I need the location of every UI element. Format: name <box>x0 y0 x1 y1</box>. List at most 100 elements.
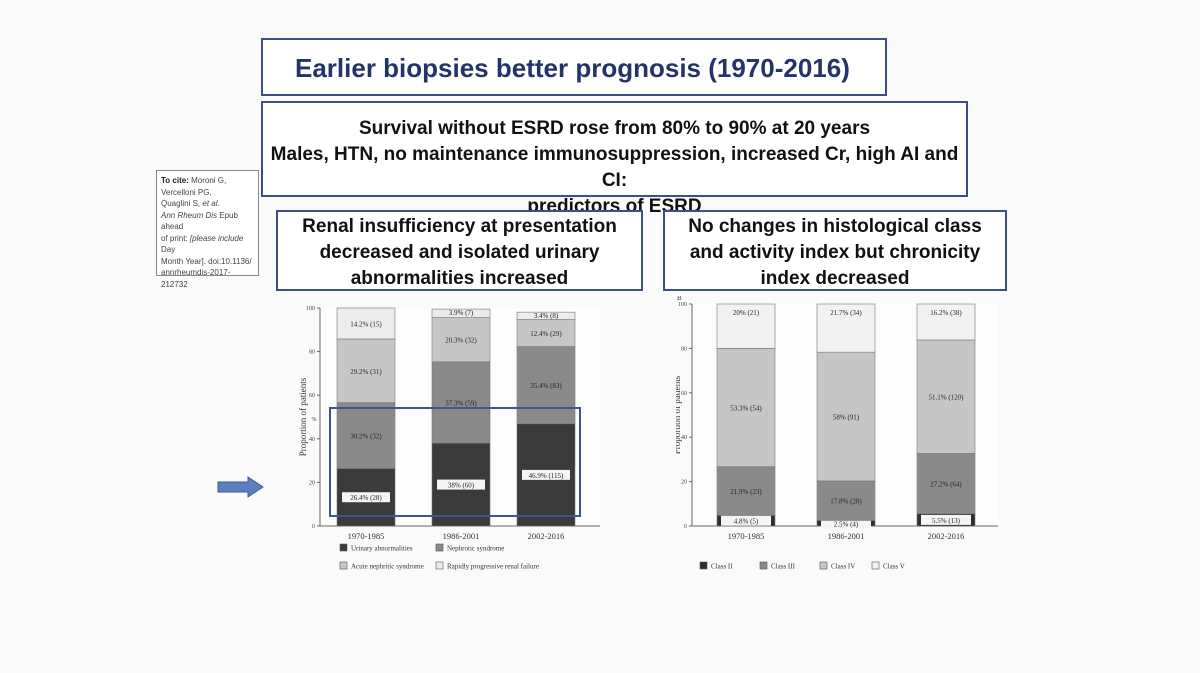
citation-label: To cite: <box>161 176 189 185</box>
renal-header-box: Renal insufficiency at presentation decr… <box>276 210 643 291</box>
y-tick-label: 40 <box>681 435 687 441</box>
citation-text-4: Day <box>161 245 176 254</box>
data-label: 21.9% (23) <box>730 488 762 496</box>
data-label: 37.3% (59) <box>445 400 477 408</box>
data-label: 35.4% (83) <box>530 382 562 390</box>
citation-authors-1: Moroni G, <box>191 176 227 185</box>
legend-swatch <box>819 561 828 570</box>
data-label: 46.9% (115) <box>529 472 564 480</box>
legend-label: Rapidly progressive renal failure <box>447 563 539 571</box>
highlight-frame <box>329 407 581 517</box>
legend-label: Urinary abnormalities <box>351 545 413 553</box>
data-label: 27.2% (64) <box>930 481 962 489</box>
data-label: 17.8% (28) <box>830 498 862 506</box>
data-label: 30.2% (32) <box>350 433 382 441</box>
bar-segment <box>916 339 976 454</box>
data-label-bg <box>921 514 971 525</box>
x-tick-label: 1986-2001 <box>443 531 480 541</box>
bar-segment <box>716 466 776 516</box>
y-tick-label: 60 <box>681 391 687 397</box>
citation-box: To cite: Moroni G, Vercelloni PG, Quagli… <box>156 170 259 289</box>
bar-segment <box>516 346 576 425</box>
x-tick-label: 2002-2016 <box>528 531 565 541</box>
bar-segment <box>816 303 876 353</box>
data-label: 58% (91) <box>833 414 860 422</box>
legend-label: Acute nephritic syndrome <box>351 563 424 571</box>
citation-text-1: Epub ahead <box>161 210 238 232</box>
citation-text-3: [please include <box>189 233 244 243</box>
citation-journal: Ann Rheum Dis <box>161 210 218 220</box>
data-label-bg <box>821 518 871 529</box>
slide-title: Earlier biopsies better prognosis (1970-… <box>295 53 850 83</box>
bar-segment <box>431 317 491 363</box>
legend-swatch <box>435 561 444 570</box>
histology-chart: 0 20 40 60 80 100 Proportion of patients B 4.8% … <box>676 296 998 571</box>
bar-segment <box>431 308 491 318</box>
legend-swatch <box>435 543 444 552</box>
y-tick-label: 40 <box>309 437 315 443</box>
bar-segment <box>516 311 576 320</box>
data-label: 20.3% (32) <box>445 337 477 345</box>
citation-text-5: Month Year]. doi:10.1136/ <box>161 256 252 266</box>
legend-label: Class III <box>771 563 796 571</box>
y-tick-label: 100 <box>678 302 687 308</box>
histology-header-line-1: No changes in histological class <box>688 216 982 237</box>
y-axis-label: Proportion of patients <box>298 377 308 456</box>
data-label-bg <box>342 492 390 503</box>
bar-segment <box>336 307 396 340</box>
data-label: 3.9% (7) <box>449 309 474 317</box>
title-box: Earlier biopsies better prognosis (1970-… <box>261 38 887 96</box>
legend-label: Nephrotic syndrome <box>447 545 504 553</box>
histology-header-line-2: and activity index but chronicity <box>689 242 981 263</box>
data-label: 26.4% (28) <box>350 494 382 502</box>
data-label-bg <box>437 479 485 490</box>
y-tick-label: 20 <box>681 480 687 486</box>
x-tick-label: 1986-2001 <box>828 531 865 541</box>
y-tick-label: 100 <box>306 306 315 312</box>
y-tick-label: 20 <box>309 480 315 486</box>
y-tick-label: 80 <box>309 350 315 356</box>
data-label: 20% (21) <box>733 309 760 317</box>
x-tick-label: 2002-2016 <box>928 531 965 541</box>
summary-line-2: Males, HTN, no maintenance immunosuppres… <box>270 144 959 191</box>
legend-label: Class V <box>883 563 905 571</box>
data-label: 4.8% (5) <box>734 518 759 526</box>
bar-segment <box>916 453 976 515</box>
data-label: 38% (60) <box>448 482 475 490</box>
data-label: 12.4% (29) <box>530 330 562 338</box>
bar-segment <box>716 303 776 349</box>
legend-swatch <box>339 561 348 570</box>
y-axis-unit: % <box>312 417 317 423</box>
renal-header-line-1: Renal insufficiency at presentation <box>302 216 617 237</box>
bar-segment <box>516 319 576 347</box>
citation-authors-3: Quaglini S, <box>161 199 201 208</box>
data-label: 2.5% (4) <box>834 520 859 528</box>
y-axis-label: Proportion of patients <box>676 375 682 454</box>
data-label: 14.2% (15) <box>350 320 382 328</box>
right-arrow-icon <box>217 476 264 498</box>
data-label: 53.3% (54) <box>730 405 762 413</box>
histology-header-line-3: index decreased <box>760 268 910 289</box>
y-tick-label: 80 <box>681 346 687 352</box>
bar-segment <box>716 348 776 468</box>
legend-swatch <box>871 561 880 570</box>
x-tick-label: 1970-1985 <box>348 531 385 541</box>
data-label: 5.5% (13) <box>932 517 961 525</box>
data-label: 51.1% (120) <box>929 394 965 402</box>
histology-header-box: No changes in histological class and act… <box>663 210 1007 291</box>
legend-swatch <box>339 543 348 552</box>
data-label-bg <box>522 469 570 480</box>
bar-segment <box>916 303 976 341</box>
data-label-bg <box>721 515 771 526</box>
data-label: 21.7% (34) <box>830 309 862 317</box>
bar-segment <box>816 351 876 482</box>
citation-authors-2: Vercelloni PG, <box>161 187 212 197</box>
renal-header-line-2: decreased and isolated urinary <box>319 242 600 263</box>
summary-line-1: Survival without ESRD rose from 80% to 9… <box>358 118 871 139</box>
summary-box: Survival without ESRD rose from 80% to 9… <box>261 101 968 217</box>
legend-swatch <box>759 561 768 570</box>
citation-text-2: of print: <box>161 233 188 243</box>
legend-label: Class II <box>711 563 733 571</box>
data-label: 29.2% (31) <box>350 368 382 376</box>
legend-swatch <box>699 561 708 570</box>
